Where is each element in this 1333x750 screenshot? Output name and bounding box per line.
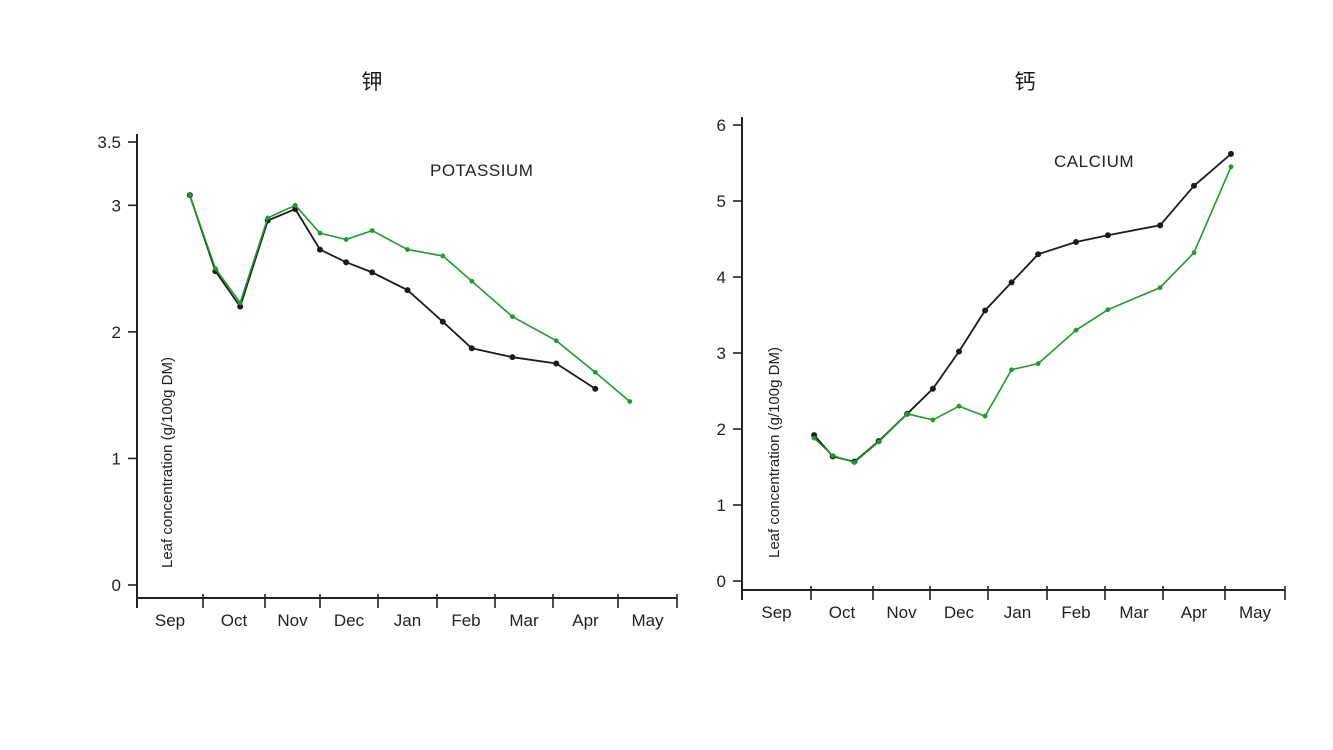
calcium-series-green-point [1073,327,1079,333]
calcium-series-green-point [1191,250,1197,256]
potassium-series-black-point [468,345,475,352]
calcium-series-black-line [813,153,1232,463]
potassium-y-tick-label: 2 [112,323,121,342]
calcium-series-black-point [1228,150,1234,157]
potassium-series-black-line [188,194,596,390]
calcium-series-green-point [904,411,910,417]
potassium-x-tick-label: Dec [334,611,365,630]
potassium-series-black-point [553,360,560,367]
potassium-series-green-point [343,237,349,242]
calcium-series-black-point [1104,232,1111,239]
calcium-y-tick-label: 3 [717,344,726,363]
calcium-series-black-point [929,385,936,392]
potassium-x-tick-label: Sep [155,611,185,630]
potassium-series-green-point [265,215,271,221]
calcium-x-tick-label: Jan [1004,603,1031,622]
panel-title-potassium: 钾 [361,70,383,94]
calcium-y-tick-label: 0 [717,572,726,591]
calcium-series-green-point [1157,285,1163,291]
potassium-x-tick-label: Oct [221,611,248,630]
calcium-series-green-point [930,417,936,423]
calcium-series-green-point [1228,164,1234,170]
calcium-x-tick-label: Apr [1181,603,1208,622]
potassium-series-green-line [189,194,631,403]
potassium-y-tick-label: 0 [112,576,121,595]
calcium-x-tick-label: Feb [1061,603,1090,622]
calcium-series-black-point [1008,279,1015,286]
calcium-y-axis-label: Leaf concentration (g/100g DM) [766,347,783,558]
calcium-x-tick-label: Mar [1119,603,1149,622]
potassium-series-green-point [213,266,218,271]
calcium-y-tick-label: 2 [717,420,726,439]
potassium-series-black-point [592,385,599,392]
calcium-x-tick-label: Dec [944,603,975,622]
calcium-series-black-point [1035,251,1042,258]
calcium-y-tick-label: 4 [717,268,726,287]
potassium-series-green-point [592,369,598,375]
potassium-x-tick-label: Jan [394,611,421,630]
potassium-series-green-point [292,202,298,208]
potassium-y-axis-label: Leaf concentration (g/100g DM) [159,357,176,568]
calcium-y-tick-label: 1 [717,496,726,515]
panel-title-calcium: 钙 [1014,70,1036,94]
calcium-chart-title: CALCIUM [1054,152,1134,171]
potassium-series-green-point [369,228,375,234]
calcium-series-green-point [811,435,817,441]
potassium-y-tick-label: 3.5 [97,133,121,152]
potassium-series-green-point [237,300,243,306]
calcium-series-black-point [982,307,989,314]
calcium-series-black-point [1157,222,1164,229]
potassium-series-black-point [439,318,446,325]
potassium-series-green-point [187,192,193,198]
calcium-series-green-point [982,413,988,419]
calcium-y-tick-label: 5 [717,192,726,211]
potassium-series-black-point [237,303,244,310]
calcium-series-green-point [876,439,882,445]
potassium-chart-title: POTASSIUM [430,161,533,180]
calcium-series-black-point [1191,182,1197,189]
calcium-series-green-point [852,460,857,465]
calcium-series-black-point [956,348,962,355]
potassium-x-tick-label: May [631,611,664,630]
calcium-series-black-point [1073,239,1079,246]
potassium-series-black-point [404,287,411,294]
potassium-series-green-point [405,247,410,252]
calcium-series-green-point [1009,367,1014,373]
calcium-x-tick-label: Sep [761,603,791,622]
potassium-series-green-point [627,399,633,404]
potassium-series-black-point [369,269,376,276]
potassium-x-tick-label: Apr [572,611,599,630]
calcium-series-green-point [830,453,836,458]
potassium-series-black-point [509,354,516,361]
calcium-series-green-line [813,166,1232,464]
potassium-series-black-point [317,246,323,253]
potassium-series-green-point [510,314,515,320]
potassium-x-tick-label: Mar [509,611,539,630]
calcium-series-green-point [1105,307,1111,313]
potassium-series-green-point [317,230,323,236]
potassium-series-green-point [553,338,559,344]
potassium-y-tick-label: 1 [112,449,121,468]
calcium-x-tick-label: Oct [829,603,856,622]
calcium-x-tick-label: May [1239,603,1272,622]
calcium-series-green-point [1035,361,1041,367]
calcium-y-tick-label: 6 [717,116,726,135]
potassium-y-tick-label: 3 [112,196,121,215]
potassium-series-green-point [440,253,446,259]
potassium-series-green-point [469,278,475,284]
calcium-x-tick-label: Nov [886,603,917,622]
potassium-series-black-point [343,259,350,266]
calcium-series-green-point [956,403,962,409]
potassium-x-tick-label: Nov [277,611,308,630]
potassium-x-tick-label: Feb [451,611,480,630]
